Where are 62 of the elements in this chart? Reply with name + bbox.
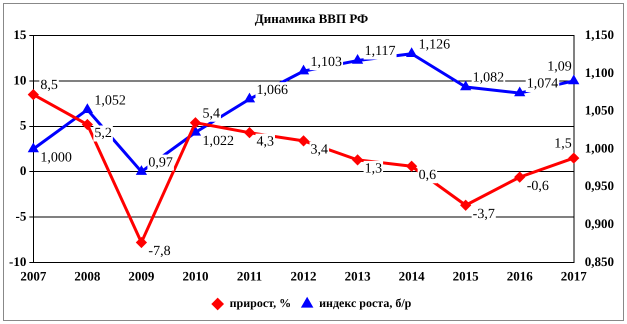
point — [244, 128, 254, 138]
y-tick-label: 15 — [13, 26, 27, 42]
data-label: 1,066 — [256, 82, 288, 98]
x-tick-label: 2013 — [344, 268, 372, 284]
data-label: 0,6 — [418, 168, 436, 183]
x-tick-label: 2015 — [452, 268, 480, 284]
x-tick-label: 2014 — [398, 268, 426, 284]
data-label: -7,8 — [148, 244, 171, 260]
data-label: 0,97 — [148, 155, 173, 170]
data-label: 1,3 — [364, 162, 382, 177]
y-tick-label: -10 — [8, 254, 26, 269]
point — [569, 76, 578, 84]
data-label: 1,126 — [418, 37, 450, 52]
y2-tick-label: 0,900 — [584, 216, 614, 231]
x-tick-label: 2017 — [560, 268, 588, 284]
y-tick-label: -5 — [15, 208, 27, 224]
point — [190, 118, 200, 128]
point — [352, 154, 363, 165]
data-label: 1,5 — [554, 136, 572, 152]
data-label: 1,000 — [40, 150, 72, 166]
data-label: 1,052 — [94, 93, 126, 108]
data-label: -3,7 — [472, 206, 495, 222]
point — [136, 237, 146, 248]
data-label: 1,082 — [472, 70, 504, 86]
x-tick-label: 2016 — [506, 268, 534, 284]
x-tick-label: 2008 — [74, 268, 101, 284]
x-tick-label: 2010 — [182, 268, 208, 284]
x-tick-label: 2009 — [128, 268, 155, 284]
y2-tick-label: 0,950 — [584, 178, 614, 194]
point — [298, 136, 309, 146]
point — [82, 120, 92, 130]
point — [28, 90, 38, 100]
data-label: -0,6 — [526, 178, 549, 194]
data-label: 3,4 — [310, 142, 328, 158]
data-label: 5,4 — [202, 106, 220, 122]
x-tick-label: 2011 — [236, 268, 262, 284]
y2-tick-label: 1,000 — [584, 140, 614, 156]
point — [568, 153, 579, 164]
y-tick-label: 0 — [20, 163, 26, 178]
legend-label: прирост, % — [230, 296, 292, 310]
point — [514, 172, 525, 182]
data-label: 5,2 — [94, 126, 112, 142]
data-label: 1,074 — [526, 76, 558, 92]
y-tick-label: 10 — [13, 72, 26, 88]
point — [406, 161, 417, 172]
chart-title: Динамика ВВП РФ — [254, 11, 368, 26]
data-label: 1,022 — [202, 134, 234, 150]
x-tick-label: 2012 — [290, 268, 317, 284]
y2-tick-label: 0,850 — [584, 254, 614, 269]
y-tick-label: 5 — [20, 118, 27, 133]
y2-tick-label: 1,100 — [584, 64, 614, 80]
x-tick-label: 2007 — [20, 268, 47, 284]
data-label: 4,3 — [256, 134, 274, 150]
y2-tick-label: 1,150 — [584, 26, 614, 42]
legend-label: индекс роста, б/р — [319, 296, 412, 310]
data-label: 1,09 — [547, 60, 572, 75]
point — [460, 200, 471, 210]
data-label: 1,103 — [310, 54, 342, 70]
y2-tick-label: 1,050 — [584, 102, 614, 118]
data-label: 1,117 — [364, 44, 396, 60]
data-label: 8,5 — [40, 78, 58, 94]
point — [244, 94, 254, 102]
